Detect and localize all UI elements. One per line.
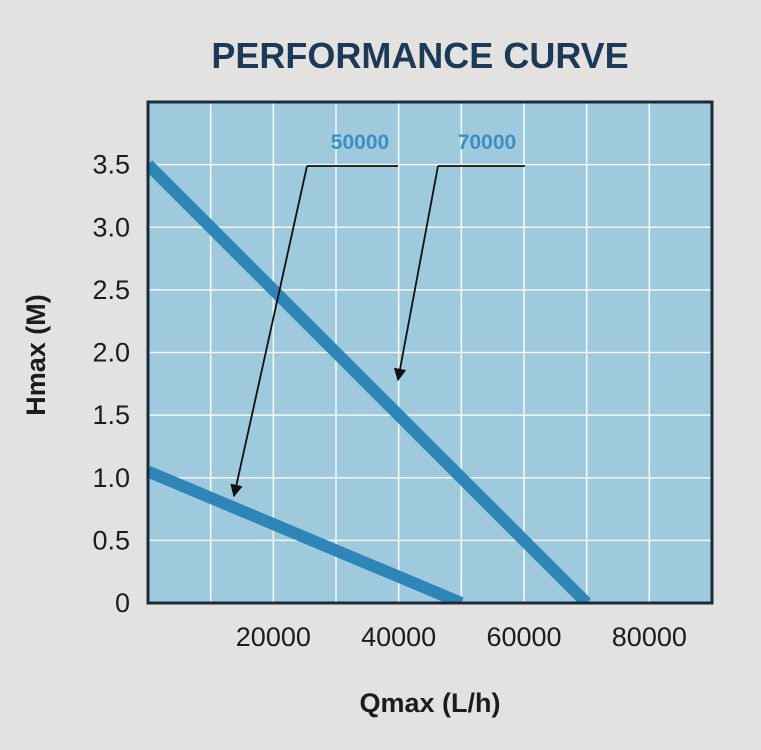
y-axis-ticks: 0 0.5 1.0 1.5 2.0 2.5 3.0 3.5 bbox=[92, 150, 130, 618]
x-axis-label: Qmax (L/h) bbox=[359, 688, 500, 718]
y-tick-label: 0 bbox=[115, 588, 130, 618]
x-axis-ticks: 20000 40000 60000 80000 bbox=[236, 622, 687, 652]
chart-title: PERFORMANCE CURVE bbox=[211, 35, 628, 76]
series-group bbox=[148, 160, 591, 603]
series-line-50000 bbox=[148, 465, 464, 603]
series-line-70000 bbox=[148, 160, 591, 603]
y-tick-label: 2.5 bbox=[92, 275, 130, 305]
y-tick-label: 0.5 bbox=[92, 525, 130, 555]
y-axis-label: Hmax (M) bbox=[21, 294, 51, 416]
series-label-70000: 70000 bbox=[458, 131, 516, 154]
y-tick-label: 3.0 bbox=[92, 212, 130, 242]
x-tick-label: 40000 bbox=[361, 622, 436, 652]
series-label-50000: 50000 bbox=[331, 131, 389, 154]
x-tick-label: 60000 bbox=[486, 622, 561, 652]
plot-frame bbox=[146, 100, 714, 605]
y-tick-label: 1.5 bbox=[92, 400, 130, 430]
x-tick-label: 80000 bbox=[612, 622, 687, 652]
x-tick-label: 20000 bbox=[236, 622, 311, 652]
series-annotations: 50000 70000 bbox=[230, 131, 525, 498]
y-tick-label: 2.0 bbox=[92, 338, 130, 368]
leader-arrow bbox=[393, 165, 439, 382]
grid bbox=[148, 102, 712, 603]
plot-area bbox=[146, 100, 714, 605]
y-tick-label: 3.5 bbox=[92, 150, 130, 180]
leader-arrow bbox=[230, 165, 308, 498]
y-tick-label: 1.0 bbox=[92, 463, 130, 493]
